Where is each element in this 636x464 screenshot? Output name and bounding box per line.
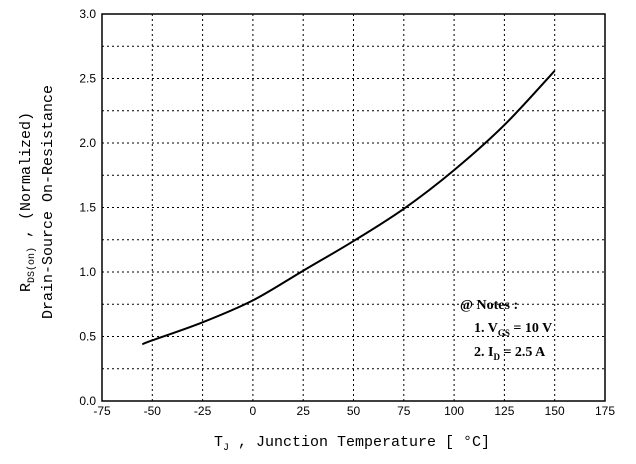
y-tick-label: 1.5 [79, 201, 96, 215]
x-tick-label: 75 [397, 404, 411, 418]
y-tick-label: 0.0 [79, 394, 96, 408]
y-tick-label: 1.0 [79, 265, 96, 279]
y-tick-label: 3.0 [79, 7, 96, 21]
tick-labels: -75 -50 -25 0 25 50 75 100 125 150 175 0.0 0.5 1.0 1.5… [79, 7, 615, 418]
series-line [141, 70, 556, 346]
notes-line-1: 1. VGS = 10 V [474, 321, 552, 338]
notes-title: @ Notes : [460, 298, 518, 313]
x-axis-label: TJ , Junction Temperature [ °C] [214, 434, 490, 454]
y-axis-label-line2: Drain-Source On-Resistance [40, 85, 57, 319]
y-tick-label: 0.5 [79, 330, 96, 344]
x-tick-label: -25 [194, 404, 212, 418]
x-tick-label: -50 [144, 404, 162, 418]
x-tick-label: -75 [93, 404, 111, 418]
plot-frame [101, 13, 606, 402]
x-tick-label: 25 [297, 404, 311, 418]
x-tick-label: 50 [347, 404, 361, 418]
x-tick-label: 100 [444, 404, 464, 418]
series-layer [141, 70, 556, 346]
y-tick-label: 2.0 [79, 136, 96, 150]
notes-line-2: 2. ID = 2.5 A [474, 345, 546, 362]
y-tick-label: 2.5 [79, 72, 96, 86]
y-axis-label: RDS(on) , (Normalized) Drain-Source On-R… [18, 85, 57, 319]
x-tick-label: 150 [545, 404, 565, 418]
x-tick-label: 125 [494, 404, 514, 418]
grid-lines [102, 14, 605, 401]
notes-box: @ Notes : 1. VGS = 10 V 2. ID = 2.5 A [460, 298, 552, 362]
x-tick-label: 0 [250, 404, 257, 418]
x-tick-label: 175 [595, 404, 615, 418]
y-axis-label-line1: RDS(on) , (Normalized) [18, 112, 38, 292]
